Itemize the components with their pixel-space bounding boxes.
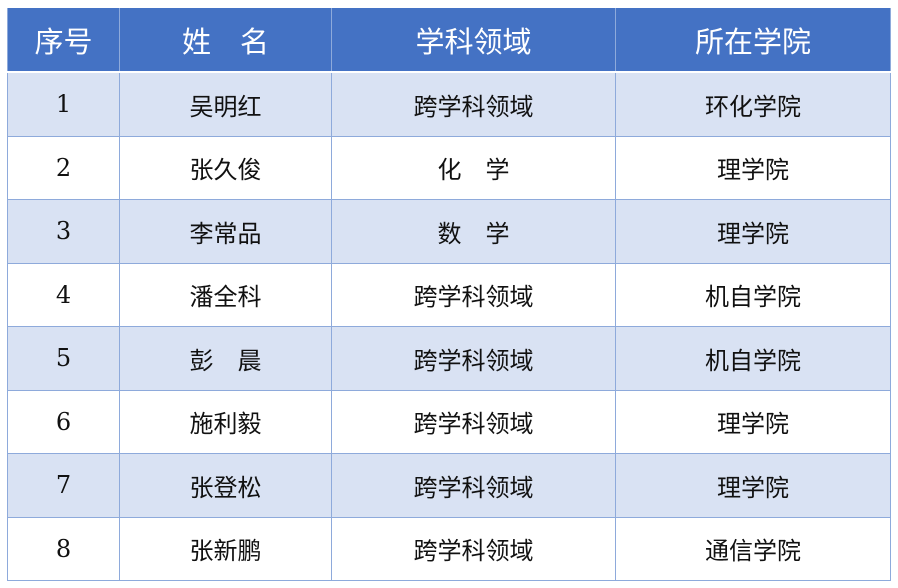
table-row: 8 张新鹏 跨学科领域 通信学院 [7, 516, 891, 581]
header-index: 序号 [7, 8, 120, 73]
header-field: 学科领域 [331, 8, 616, 73]
cell-field: 跨学科领域 [331, 262, 616, 327]
cell-name: 潘全科 [119, 262, 332, 327]
cell-college: 理学院 [615, 453, 891, 518]
table-row: 4 潘全科 跨学科领域 机自学院 [7, 262, 891, 327]
cell-field: 数 学 [331, 199, 616, 264]
cell-name: 张新鹏 [119, 516, 332, 581]
cell-college: 机自学院 [615, 326, 891, 391]
cell-name: 彭 晨 [119, 326, 332, 391]
cell-index: 4 [7, 262, 120, 327]
cell-index: 6 [7, 389, 120, 454]
cell-college: 环化学院 [615, 71, 891, 137]
cell-name: 李常品 [119, 199, 332, 264]
cell-field: 跨学科领域 [331, 453, 616, 518]
header-name: 姓 名 [119, 8, 332, 73]
cell-college: 理学院 [615, 135, 891, 200]
cell-name: 施利毅 [119, 389, 332, 454]
cell-index: 8 [7, 516, 120, 581]
cell-index: 5 [7, 326, 120, 391]
table-row: 2 张久俊化 学理学院 [7, 135, 891, 200]
cell-field: 跨学科领域 [331, 326, 616, 391]
cell-index: 1 [7, 71, 120, 137]
table-row: 6 施利毅 跨学科领域 理学院 [7, 389, 891, 454]
table-row: 7 张登松 跨学科领域 理学院 [7, 453, 891, 518]
cell-index: 2 [7, 135, 120, 200]
table-row: 3 李常品数 学理学院 [7, 199, 891, 264]
header-row: 序号 姓 名 学科领域 所在学院 [7, 8, 891, 73]
cell-index: 3 [7, 199, 120, 264]
cell-name: 吴明红 [119, 71, 332, 137]
cell-college: 理学院 [615, 199, 891, 264]
faculty-table: 序号 姓 名 学科领域 所在学院 1 吴明红 跨学科领域 环化学院 2 张久俊化 学理学院… [7, 8, 891, 581]
cell-college: 理学院 [615, 389, 891, 454]
header-college: 所在学院 [615, 8, 891, 73]
cell-field: 跨学科领域 [331, 516, 616, 581]
cell-index: 7 [7, 453, 120, 518]
table-row: 1 吴明红 跨学科领域 环化学院 [7, 71, 891, 137]
cell-name: 张登松 [119, 453, 332, 518]
cell-college: 通信学院 [615, 516, 891, 581]
cell-name: 张久俊 [119, 135, 332, 200]
cell-field: 跨学科领域 [331, 71, 616, 137]
cell-field: 化 学 [331, 135, 616, 200]
cell-field: 跨学科领域 [331, 389, 616, 454]
cell-college: 机自学院 [615, 262, 891, 327]
